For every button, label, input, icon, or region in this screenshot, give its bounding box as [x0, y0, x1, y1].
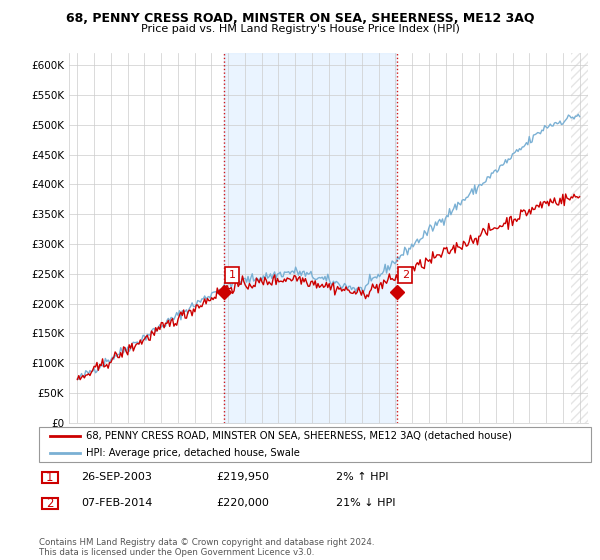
Text: HPI: Average price, detached house, Swale: HPI: Average price, detached house, Swal… [86, 449, 300, 458]
Text: 2: 2 [402, 270, 409, 280]
Text: 1: 1 [46, 471, 53, 484]
Text: 26-SEP-2003: 26-SEP-2003 [81, 472, 152, 482]
Text: 1: 1 [229, 270, 236, 280]
Text: £219,950: £219,950 [216, 472, 269, 482]
FancyBboxPatch shape [42, 472, 58, 483]
Text: 68, PENNY CRESS ROAD, MINSTER ON SEA, SHEERNESS, ME12 3AQ: 68, PENNY CRESS ROAD, MINSTER ON SEA, SH… [66, 12, 534, 25]
FancyBboxPatch shape [39, 427, 591, 462]
Text: 21% ↓ HPI: 21% ↓ HPI [336, 498, 395, 508]
FancyBboxPatch shape [42, 498, 58, 509]
Text: 68, PENNY CRESS ROAD, MINSTER ON SEA, SHEERNESS, ME12 3AQ (detached house): 68, PENNY CRESS ROAD, MINSTER ON SEA, SH… [86, 431, 512, 441]
Text: 2% ↑ HPI: 2% ↑ HPI [336, 472, 389, 482]
Text: £220,000: £220,000 [216, 498, 269, 508]
Text: 2: 2 [46, 497, 53, 510]
Text: 07-FEB-2014: 07-FEB-2014 [81, 498, 152, 508]
Text: Contains HM Land Registry data © Crown copyright and database right 2024.
This d: Contains HM Land Registry data © Crown c… [39, 538, 374, 557]
Text: Price paid vs. HM Land Registry's House Price Index (HPI): Price paid vs. HM Land Registry's House … [140, 24, 460, 34]
